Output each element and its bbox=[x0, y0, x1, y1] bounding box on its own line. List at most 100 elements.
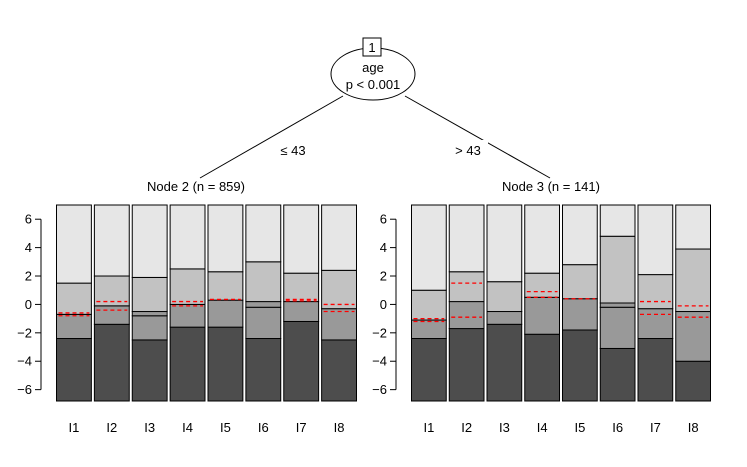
bar-segment bbox=[524, 204, 560, 274]
bar-segment bbox=[169, 303, 206, 328]
root-node-variable: age bbox=[362, 60, 384, 75]
bar-segment bbox=[321, 269, 357, 310]
y-tick-label: −4 bbox=[17, 354, 32, 369]
bar-segment bbox=[207, 326, 244, 402]
root-node-id: 1 bbox=[368, 40, 375, 55]
bar-segment bbox=[448, 271, 485, 303]
bar-segment bbox=[283, 272, 320, 303]
bar-segment bbox=[207, 271, 244, 301]
node-3-panel: Node 3 (n = 141) I1 I2 I3 I4 I5 I6 I7 I8 −6 −4 −2 0 2… bbox=[372, 179, 711, 435]
x-tick-label: I7 bbox=[296, 420, 307, 435]
bar-segment bbox=[131, 311, 168, 317]
bar-segment bbox=[411, 289, 447, 321]
bar-segment bbox=[675, 311, 711, 362]
x-tick-label: I1 bbox=[423, 420, 434, 435]
bar-segment bbox=[245, 301, 282, 308]
bar-segment bbox=[448, 301, 485, 330]
x-tick-label: I5 bbox=[220, 420, 231, 435]
root-node-id-box bbox=[362, 37, 382, 57]
bar-segment bbox=[637, 338, 674, 402]
x-tick-label: I3 bbox=[144, 420, 155, 435]
bar-segment bbox=[599, 347, 636, 402]
bar-segment bbox=[245, 261, 282, 303]
bar-segment bbox=[675, 204, 711, 250]
bar-segment bbox=[283, 320, 320, 402]
bar-segment bbox=[321, 308, 357, 341]
bar-segment bbox=[207, 299, 244, 328]
bar-segment bbox=[562, 264, 598, 300]
x-tick-label: I4 bbox=[537, 420, 548, 435]
y-tick-label: −6 bbox=[17, 382, 32, 397]
bar-segment bbox=[562, 329, 598, 402]
bar-segment bbox=[599, 204, 636, 237]
bar-segment bbox=[169, 204, 206, 270]
y-tick-label: 0 bbox=[25, 297, 32, 312]
bar-segment bbox=[599, 306, 636, 349]
x-tick-label: I5 bbox=[574, 420, 585, 435]
bar-segment bbox=[245, 338, 282, 402]
bar-segment bbox=[562, 298, 598, 331]
bar-segment bbox=[637, 204, 674, 276]
root-node-pvalue: p < 0.001 bbox=[346, 77, 401, 92]
edge-label-right: > 43 bbox=[455, 143, 481, 158]
bar-segment bbox=[321, 339, 357, 402]
bar-segment bbox=[637, 308, 674, 340]
bar-segment bbox=[321, 204, 357, 271]
bar-segment bbox=[486, 323, 523, 402]
panel-title: Node 2 (n = 859) bbox=[147, 179, 245, 194]
x-tick-label: I2 bbox=[461, 420, 472, 435]
x-tick-label: I2 bbox=[106, 420, 117, 435]
bar-segment bbox=[169, 326, 206, 402]
y-tick-label: −2 bbox=[372, 325, 387, 340]
bar-segment bbox=[131, 315, 168, 341]
bar-segment bbox=[411, 338, 447, 402]
y-tick-label: 4 bbox=[25, 240, 32, 255]
bar-segment bbox=[245, 204, 282, 263]
x-tick-label: I8 bbox=[334, 420, 345, 435]
y-tick-label: 4 bbox=[380, 240, 387, 255]
bar-segment bbox=[93, 305, 130, 325]
node-2-panel: Node 2 (n = 859) I1 I2 I3 I4 I5 I6 I7 I8 −6 −4 −2 0 2… bbox=[17, 179, 357, 435]
bar-segment bbox=[599, 235, 636, 304]
bar-segment bbox=[131, 276, 168, 313]
bar-segment bbox=[169, 268, 206, 305]
y-tick-label: −2 bbox=[17, 325, 32, 340]
bar-segment bbox=[562, 204, 598, 266]
edge-label-left-bg bbox=[274, 140, 314, 160]
bar-segment bbox=[637, 274, 674, 310]
bar-segment bbox=[411, 319, 447, 340]
bar-segment bbox=[56, 282, 92, 315]
bar-segment bbox=[486, 311, 523, 325]
x-tick-label: I8 bbox=[688, 420, 699, 435]
bar-segment bbox=[524, 272, 560, 298]
bar-segment bbox=[207, 204, 244, 273]
bar-segment bbox=[93, 204, 130, 277]
bar-segment bbox=[524, 333, 560, 402]
bar-segment bbox=[675, 248, 711, 313]
bar-segment bbox=[599, 302, 636, 308]
x-tick-label: I7 bbox=[650, 420, 661, 435]
bar-segment bbox=[56, 338, 92, 402]
bar-segment bbox=[448, 204, 485, 273]
tree-edge-right bbox=[404, 95, 551, 179]
bar-segment bbox=[56, 313, 92, 340]
bar-segment bbox=[524, 296, 560, 335]
x-tick-label: I4 bbox=[182, 420, 193, 435]
y-tick-label: 2 bbox=[380, 269, 387, 284]
edge-label-right-bg bbox=[450, 140, 488, 160]
bar-segment bbox=[56, 204, 92, 284]
x-tick-label: I6 bbox=[258, 420, 269, 435]
bar-segment bbox=[486, 204, 523, 283]
bar-segment bbox=[93, 323, 130, 402]
panel-title: Node 3 (n = 141) bbox=[502, 179, 600, 194]
y-tick-label: 6 bbox=[380, 212, 387, 227]
x-tick-label: I1 bbox=[69, 420, 80, 435]
y-tick-label: 0 bbox=[380, 297, 387, 312]
y-tick-label: −6 bbox=[372, 382, 387, 397]
y-tick-label: −4 bbox=[372, 354, 387, 369]
bar-segment bbox=[448, 328, 485, 402]
x-tick-label: I6 bbox=[612, 420, 623, 435]
bar-segment bbox=[283, 204, 320, 274]
tree-edge-left bbox=[199, 95, 344, 179]
